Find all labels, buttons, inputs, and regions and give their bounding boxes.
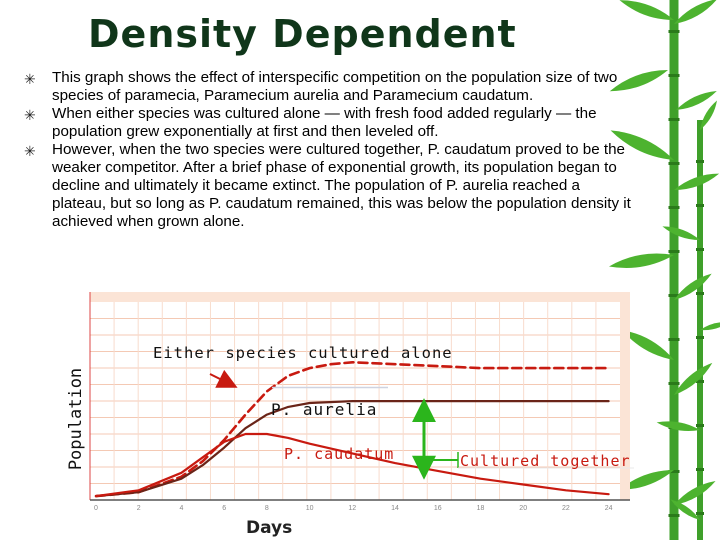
bamboo-leaf xyxy=(619,0,674,20)
x-tick-label: 0 xyxy=(94,505,98,512)
bamboo-stalk xyxy=(669,0,679,540)
bullet-text: However, when the two species were cultu… xyxy=(52,141,631,230)
bamboo-node xyxy=(668,382,680,385)
bamboo-leaf xyxy=(619,470,674,490)
bullet-text: This graph shows the effect of interspec… xyxy=(52,69,618,104)
x-tick-label: 24 xyxy=(605,505,613,512)
arrow-alone xyxy=(209,369,238,388)
series-line-alone xyxy=(94,361,610,498)
bamboo-node xyxy=(696,336,704,339)
bullet-text: When either species was cultured alone —… xyxy=(52,105,597,140)
bamboo-node xyxy=(696,512,704,515)
bamboo-leaf xyxy=(674,0,718,24)
bullet-item: ✳ This graph shows the effect of interspe… xyxy=(24,69,634,105)
bamboo-node xyxy=(696,160,704,163)
chart-canvas: 0 2 4 6 8 10 12 14 16 18 20 22 24 xyxy=(89,292,634,512)
x-tick-label: 18 xyxy=(477,505,485,512)
bamboo-node xyxy=(668,250,680,253)
asterisk-bullet-icon: ✳ xyxy=(24,107,36,123)
bamboo-node xyxy=(668,206,680,209)
population-chart: 0 2 4 6 8 10 12 14 16 18 20 22 24 xyxy=(62,288,648,540)
annotation-aurelia: P. aurelia xyxy=(271,400,378,419)
x-tick-label: 20 xyxy=(519,505,527,512)
asterisk-bullet-icon: ✳ xyxy=(24,71,36,87)
asterisk-bullet-icon: ✳ xyxy=(24,143,36,159)
bamboo-node xyxy=(696,248,704,251)
bamboo-leaf xyxy=(662,226,700,240)
x-tick-label: 2 xyxy=(137,505,141,512)
bamboo-leaf xyxy=(676,90,717,110)
bamboo-node xyxy=(668,118,680,121)
bamboo-node xyxy=(668,74,680,77)
series-line-caudatum xyxy=(94,432,610,498)
bamboo-node xyxy=(668,162,680,165)
bamboo-node xyxy=(696,204,704,207)
y-axis-label: Population xyxy=(62,360,90,478)
x-axis-label: Days xyxy=(246,518,293,538)
bamboo-leaf xyxy=(670,499,700,520)
bullet-item: ✳ When either species was cultured alone … xyxy=(24,105,634,141)
bamboo-node xyxy=(668,294,680,297)
bamboo-node xyxy=(696,380,704,383)
x-tick-label: 4 xyxy=(179,505,183,512)
bamboo-leaf xyxy=(674,173,720,190)
bullet-item: ✳ However, when the two species were cult… xyxy=(24,141,634,231)
x-tick-label: 16 xyxy=(434,505,442,512)
slide-title: Density Dependent xyxy=(88,12,517,56)
bamboo-leaf xyxy=(700,100,717,130)
bamboo-leaf xyxy=(609,253,674,268)
y-axis-label-text: Population xyxy=(66,367,87,471)
x-tick-label: 8 xyxy=(265,505,269,512)
annotation-caudatum: P. caudatum xyxy=(284,445,395,463)
bamboo-node xyxy=(668,30,680,33)
bamboo-node xyxy=(696,424,704,427)
x-tick-label: 22 xyxy=(562,505,570,512)
bamboo-leaf xyxy=(674,362,713,395)
bamboo-leaf xyxy=(656,421,700,432)
bamboo-leaf xyxy=(610,130,674,160)
annotation-alone: Either species cultured alone xyxy=(153,344,453,362)
bamboo-node xyxy=(668,338,680,341)
x-tick-label: 14 xyxy=(391,505,399,512)
x-tick-label: 10 xyxy=(306,505,314,512)
series-line-aurelia xyxy=(94,400,610,498)
bullet-list: ✳ This graph shows the effect of interspe… xyxy=(24,69,634,231)
bamboo-node xyxy=(696,292,704,295)
bamboo-leaf xyxy=(622,330,674,360)
x-tick-label: 6 xyxy=(222,505,226,512)
bamboo-node xyxy=(668,514,680,517)
annotation-together: Cultured together xyxy=(460,452,631,470)
bamboo-decoration xyxy=(609,0,720,540)
bamboo-leaf xyxy=(609,70,668,92)
bamboo-leaf xyxy=(674,481,716,505)
bamboo-leaf xyxy=(674,273,712,300)
x-tick-label: 12 xyxy=(348,505,356,512)
bamboo-node xyxy=(696,468,704,471)
bamboo-leaf xyxy=(700,322,720,331)
bamboo-node xyxy=(668,470,680,473)
